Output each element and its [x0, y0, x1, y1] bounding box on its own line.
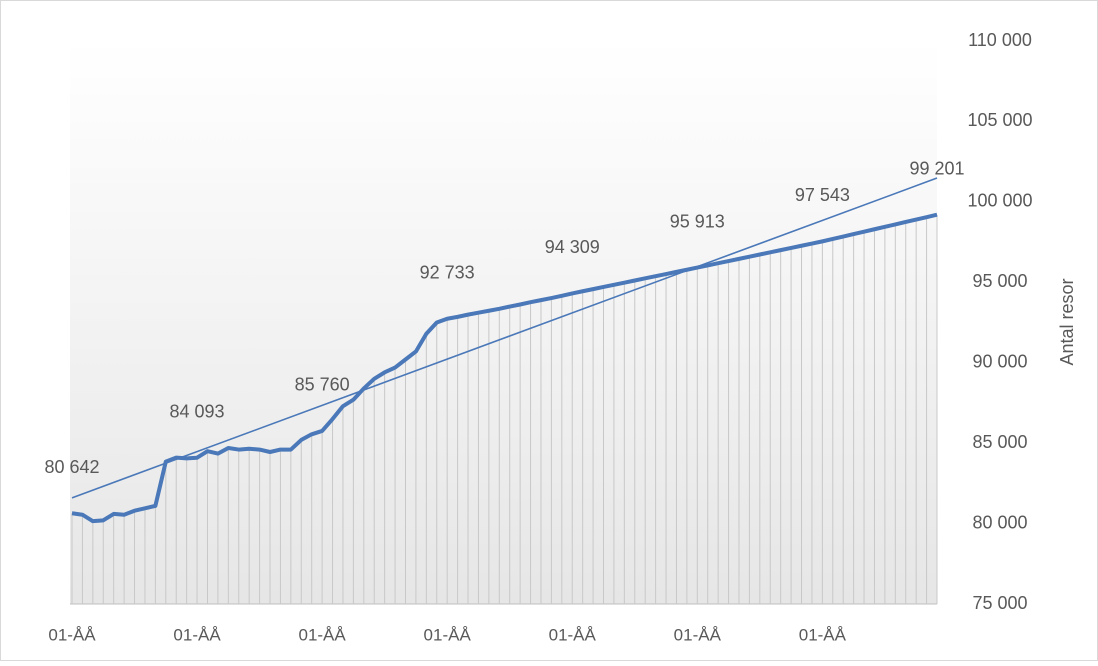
- trend-line: [71, 177, 938, 499]
- x-tick-label: 01-ÅÅ: [48, 625, 96, 644]
- x-tick-label: 01-ÅÅ: [674, 625, 722, 644]
- data-line: [71, 212, 938, 524]
- data-label: 94 309: [545, 237, 600, 257]
- y-tick-label: 95 000: [972, 271, 1027, 291]
- data-label: 80 642: [44, 457, 99, 477]
- y-tick-label: 85 000: [972, 432, 1027, 452]
- y-tick-label: 75 000: [972, 593, 1027, 613]
- y-axis-title: Antal resor: [1057, 278, 1077, 365]
- data-label: 85 760: [295, 375, 350, 395]
- data-label: 95 913: [670, 211, 725, 231]
- data-label: 99 201: [909, 158, 964, 178]
- y-tick-label: 80 000: [972, 512, 1027, 532]
- data-label: 84 093: [170, 401, 225, 421]
- plot-area: [70, 41, 937, 604]
- y-tick-label: 90 000: [972, 351, 1027, 371]
- data-label: 97 543: [795, 185, 850, 205]
- x-tick-label: 01-ÅÅ: [549, 625, 597, 644]
- y-tick-label: 110 000: [968, 30, 1032, 50]
- data-label: 92 733: [420, 263, 475, 283]
- x-tick-label: 01-ÅÅ: [298, 625, 346, 644]
- x-tick-label: 01-ÅÅ: [799, 625, 847, 644]
- y-tick-label: 100 000: [967, 191, 1032, 211]
- y-tick-label: 105 000: [967, 110, 1032, 130]
- x-tick-label: 01-ÅÅ: [173, 625, 221, 644]
- x-tick-label: 01-ÅÅ: [424, 625, 472, 644]
